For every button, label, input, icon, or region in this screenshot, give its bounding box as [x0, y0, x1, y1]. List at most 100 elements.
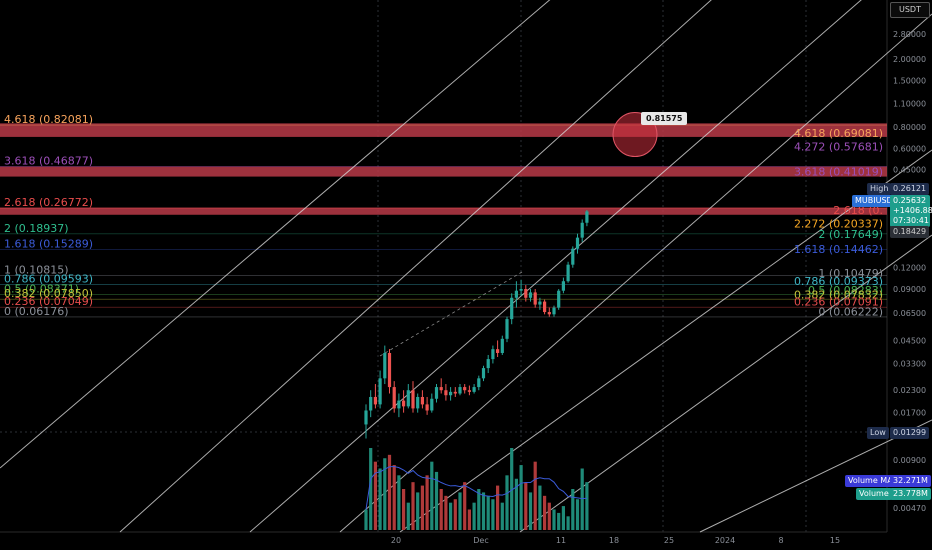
- volume-bar: [580, 468, 584, 530]
- candle-body: [439, 387, 443, 391]
- low-label-tag: Low: [867, 427, 889, 439]
- volume-bar: [364, 509, 368, 530]
- candle-body: [477, 378, 481, 388]
- volume-bar: [528, 492, 533, 530]
- volume-bar: [566, 516, 570, 530]
- fib-label-left: 4.618 (0.82081): [4, 113, 93, 126]
- price-tick-label: 0.01700: [893, 409, 926, 418]
- candle-body: [472, 387, 476, 392]
- candle-body: [571, 248, 575, 265]
- volume-bar: [491, 499, 495, 530]
- candle-body: [397, 400, 401, 409]
- price-axis[interactable]: 2.80000 2.00000 1.50000 1.10000 0.80000 0.600…: [893, 30, 926, 513]
- price-tick-label: 0.45000: [893, 166, 926, 175]
- candle-body: [496, 349, 500, 353]
- channel-line: [399, 149, 932, 533]
- target-zones: [0, 123, 887, 215]
- grid-lines: [0, 0, 888, 533]
- volume-bar: [496, 485, 500, 530]
- candle-body: [444, 390, 448, 396]
- candle-body: [402, 400, 406, 407]
- channel-line: [119, 0, 712, 533]
- last-price: 0.25632: [893, 196, 927, 205]
- volume-bar: [575, 499, 580, 530]
- price-tick-label: 0.00900: [893, 456, 926, 465]
- volume-bar: [406, 502, 410, 530]
- candle-body: [566, 264, 570, 282]
- candle-body: [524, 289, 528, 298]
- price-tick-label: 0.09000: [893, 285, 926, 294]
- fib-label-left: 2.618 (0.26772): [4, 196, 93, 209]
- candle-body: [538, 301, 542, 305]
- price-tick-label: 0.80000: [893, 123, 926, 132]
- time-tick-label: 8: [778, 536, 783, 545]
- volume-bar: [510, 448, 514, 530]
- high-label-tag: High: [867, 183, 892, 195]
- fib-label-left: 0.382 (0.07850): [4, 287, 93, 300]
- volume-bar: [538, 485, 542, 530]
- volume-bar: [500, 502, 504, 530]
- volume-bar: [383, 458, 387, 530]
- volume-bar: [439, 489, 443, 530]
- fib-levels: [0, 124, 887, 318]
- price-tick-label: 2.80000: [893, 30, 926, 39]
- price-zone: [0, 166, 887, 177]
- fib-label-right: 1 (0.10479): [818, 267, 883, 280]
- candle-body: [392, 387, 396, 409]
- fib-label-right: 0.382 (0.07832): [794, 288, 883, 301]
- candle-body: [514, 290, 518, 298]
- volume-bar: [519, 465, 523, 530]
- volume-bar: [453, 499, 457, 530]
- volume-bar: [533, 461, 537, 530]
- time-tick-label: 2024: [715, 536, 735, 545]
- candle-body: [528, 292, 533, 298]
- price-tick-label: 0.00470: [893, 504, 926, 513]
- time-tick-label: 18: [609, 536, 619, 545]
- time-axis[interactable]: 20 Dec 11 18 25 2024 8 15: [391, 536, 840, 545]
- channel-line: [519, 234, 932, 533]
- fib-label-right: 0.786 (0.09373): [794, 275, 883, 288]
- candle-body: [420, 396, 424, 405]
- candle-body: [575, 237, 580, 249]
- fib-label-right: 2 (0.17649): [818, 228, 883, 241]
- candle-body: [481, 368, 486, 379]
- volume-bar: [369, 448, 373, 530]
- price-tick-label: 1.10000: [893, 99, 926, 108]
- volume-bar: [444, 495, 448, 530]
- volume-value-tag: 23.778M: [890, 488, 931, 500]
- price-tick-label: 0.60000: [893, 144, 926, 153]
- volume-ma-value-tag: 32.271M: [890, 475, 931, 487]
- fib-label-left: 0 (0.06176): [4, 305, 69, 318]
- volume-bar: [392, 465, 396, 530]
- fib-label-right: 0 (0.06222): [818, 305, 883, 318]
- candle-body: [449, 391, 453, 396]
- currency-unit-button[interactable]: USDT: [890, 2, 930, 18]
- candle-body: [552, 307, 556, 315]
- high-value-tag: 0.26121: [890, 183, 930, 195]
- candle-body: [369, 396, 373, 411]
- candle-body: [491, 349, 495, 360]
- candle-body: [434, 387, 439, 399]
- low-value-tag: 0.01299: [890, 427, 930, 439]
- volume-bars: [364, 448, 589, 530]
- channel-line: [249, 0, 862, 533]
- price-tick-label: 0.04500: [893, 336, 926, 345]
- fib-label-right: 1.618 (0.14462): [794, 243, 883, 256]
- candle-body: [585, 211, 589, 223]
- channel-line: [0, 0, 551, 469]
- candle-body: [533, 292, 537, 305]
- volume-bar: [552, 509, 556, 530]
- time-tick-label: 25: [664, 536, 674, 545]
- fib-label-right: 4.618 (0.69081): [794, 127, 883, 140]
- volume-bar: [481, 492, 486, 530]
- volume-bar: [434, 471, 439, 530]
- fib-label-right: 4.272 (0.57681): [794, 140, 883, 153]
- level-tag: 0.18429: [890, 226, 930, 238]
- volume-bar: [472, 502, 476, 530]
- fib-label-left: 3.618 (0.46877): [4, 155, 93, 168]
- price-zone: [0, 123, 887, 137]
- candle-body: [364, 410, 368, 425]
- volume-bar: [420, 485, 424, 530]
- fib-label-right: 2.618 (0.: [833, 204, 883, 217]
